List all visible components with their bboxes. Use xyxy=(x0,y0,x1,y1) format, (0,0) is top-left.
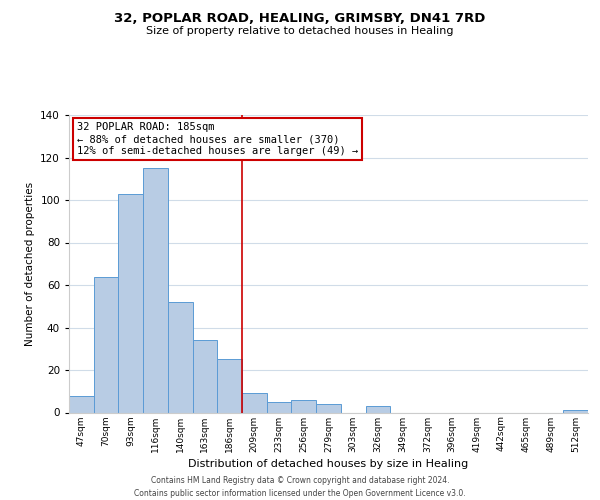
Text: 32, POPLAR ROAD, HEALING, GRIMSBY, DN41 7RD: 32, POPLAR ROAD, HEALING, GRIMSBY, DN41 … xyxy=(115,12,485,26)
Bar xyxy=(94,276,118,412)
Bar xyxy=(242,394,267,412)
Bar xyxy=(69,396,94,412)
Bar xyxy=(267,402,292,412)
Bar xyxy=(118,194,143,412)
Bar xyxy=(316,404,341,412)
Bar xyxy=(217,360,242,412)
X-axis label: Distribution of detached houses by size in Healing: Distribution of detached houses by size … xyxy=(188,458,469,468)
Bar xyxy=(365,406,390,412)
Bar xyxy=(143,168,168,412)
Bar xyxy=(563,410,588,412)
Bar xyxy=(168,302,193,412)
Text: 32 POPLAR ROAD: 185sqm
← 88% of detached houses are smaller (370)
12% of semi-de: 32 POPLAR ROAD: 185sqm ← 88% of detached… xyxy=(77,122,358,156)
Text: Size of property relative to detached houses in Healing: Size of property relative to detached ho… xyxy=(146,26,454,36)
Y-axis label: Number of detached properties: Number of detached properties xyxy=(25,182,35,346)
Text: Contains HM Land Registry data © Crown copyright and database right 2024.
Contai: Contains HM Land Registry data © Crown c… xyxy=(134,476,466,498)
Bar xyxy=(193,340,217,412)
Bar xyxy=(292,400,316,412)
